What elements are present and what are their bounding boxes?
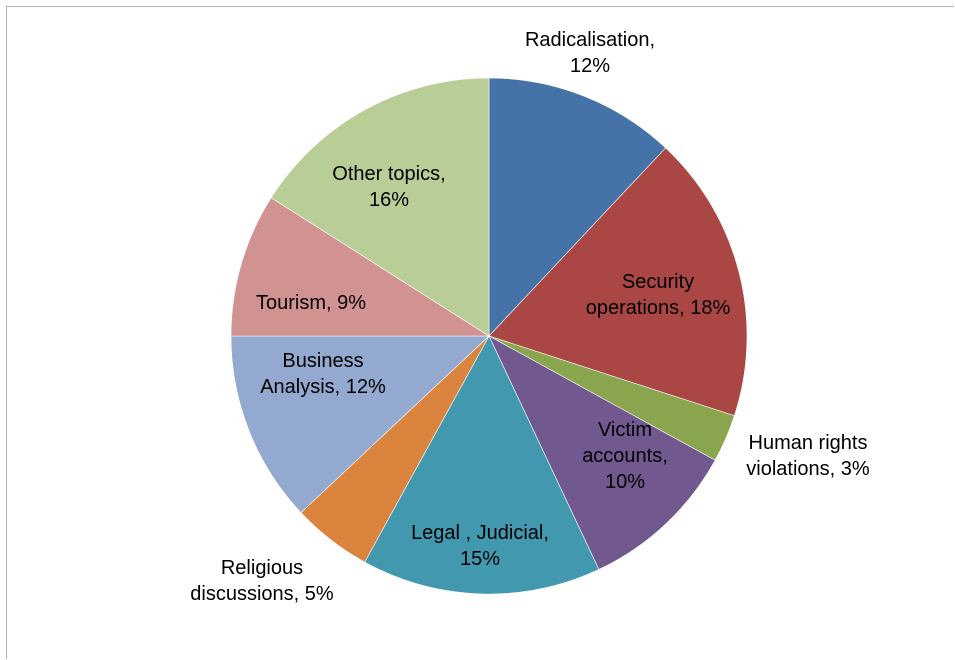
pie-slice-label-line: Security bbox=[622, 271, 694, 293]
pie-slice-label-line: 10% bbox=[605, 471, 645, 493]
pie-slice-label-line: 15% bbox=[460, 548, 500, 570]
pie-slice-label-5: Religious discussions, 5% bbox=[190, 557, 334, 605]
pie-slice-label-1: Security operations, 18% bbox=[586, 271, 731, 319]
pie-slice-6 bbox=[230, 335, 490, 514]
pie-slice-label-4: Legal , Judicial, 15% bbox=[411, 522, 549, 570]
pie-slice-label-8: Other topics, 16% bbox=[332, 163, 445, 211]
pie-slice-label-7: Tourism, 9% bbox=[256, 292, 366, 314]
pie-slice-label-line: Business bbox=[282, 350, 363, 372]
pie-slice-label-6: Business Analysis, 12% bbox=[260, 350, 386, 398]
pie-slice-label-line: 12% bbox=[570, 55, 610, 77]
pie-slice-label-0: Radicalisation, 12% bbox=[525, 29, 655, 77]
pie-slice-label-line: Religious bbox=[221, 557, 303, 579]
pie-labels: Radicalisation, 12% Security operations, 18… bbox=[190, 29, 870, 605]
chart-frame bbox=[6, 6, 954, 659]
pie-slice-4 bbox=[364, 335, 600, 595]
pie-slices bbox=[230, 77, 748, 595]
pie-slice-label-line: Radicalisation, bbox=[525, 29, 655, 51]
pie-slice-8 bbox=[270, 77, 490, 337]
pie-slice-label-line: operations, 18% bbox=[586, 297, 731, 319]
pie-slice-0 bbox=[488, 77, 667, 337]
pie-slice-label-3: Victim accounts, 10% bbox=[582, 419, 668, 493]
pie-slice-7 bbox=[230, 197, 491, 337]
pie-slice-label-line: violations, 3% bbox=[746, 458, 870, 480]
pie-slice-label-line: Other topics, bbox=[332, 163, 445, 185]
pie-slice-1 bbox=[488, 147, 748, 417]
pie-slice-label-line: Victim bbox=[598, 419, 652, 441]
pie-slice-label-line: Legal , Judicial, bbox=[411, 522, 549, 544]
pie-slice-label-2: Human rights violations, 3% bbox=[746, 432, 870, 480]
pie-slice-3 bbox=[488, 335, 716, 570]
pie-slice-label-line: accounts, bbox=[582, 445, 668, 467]
pie-slice-label-line: discussions, 5% bbox=[190, 583, 334, 605]
pie-slice-label-line: 16% bbox=[369, 189, 409, 211]
pie-slice-label-line: Human rights bbox=[749, 432, 868, 454]
pie-slice-label-line: Analysis, 12% bbox=[260, 376, 386, 398]
pie-slice-label-line: Tourism, 9% bbox=[256, 292, 366, 314]
